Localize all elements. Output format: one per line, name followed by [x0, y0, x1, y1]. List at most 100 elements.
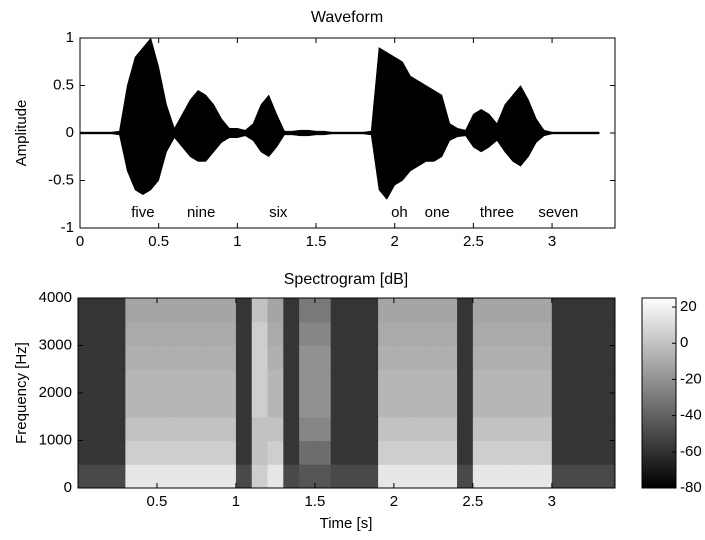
spectrogram-cell: [472, 345, 490, 370]
x-tick-label: 1: [233, 233, 241, 250]
spectrogram-cell: [409, 440, 426, 465]
spectrogram-cell: [520, 369, 537, 394]
spectrogram-cell: [141, 440, 158, 465]
spectrogram-cell: [551, 369, 569, 394]
spectrogram-cell: [267, 298, 284, 323]
spectrogram-cell: [330, 345, 347, 370]
spectrogram-cell: [283, 416, 300, 441]
spectrogram-cell: [235, 321, 253, 346]
spectrogram-cell: [504, 298, 521, 323]
spectrogram-cell: [536, 393, 553, 418]
spectrogram-cell: [188, 369, 205, 394]
spectrogram-cell: [267, 321, 284, 346]
spectrogram-cell: [204, 393, 221, 418]
spectrogram-cell: [346, 416, 363, 441]
spectrogram-cell: [551, 345, 569, 370]
y-tick-label: 1000: [39, 431, 72, 448]
word-label: oh: [391, 204, 408, 221]
spectrogram-cell: [156, 393, 174, 418]
spectrogram-cell: [235, 440, 253, 465]
spectrogram-cell: [472, 440, 490, 465]
y-tick-label: 4000: [39, 289, 72, 306]
spectrogram-cell: [314, 345, 332, 370]
spectrogram-cell: [220, 298, 237, 323]
spectrogram-cell: [109, 321, 126, 346]
spectrogram-cell: [78, 393, 95, 418]
spectrogram-cell: [172, 416, 190, 441]
spectrogram-cell: [172, 393, 190, 418]
spectrogram-cell: [314, 369, 332, 394]
spectrogram-cell: [425, 393, 442, 418]
spectrogram-cell: [93, 369, 111, 394]
spectrogram-cell: [393, 321, 411, 346]
waveform-envelope: [79, 132, 600, 200]
spectrogram-cell: [188, 464, 205, 489]
spectrogram-cell: [425, 321, 442, 346]
spectrogram-cell: [78, 416, 95, 441]
spectrogram-cell: [425, 464, 442, 489]
spectrogram-cell: [109, 298, 126, 323]
spectrogram-cell: [378, 321, 395, 346]
spectrogram-cell: [583, 321, 600, 346]
spectrogram-cell: [599, 345, 616, 370]
spectrogram-cell: [283, 369, 300, 394]
spectrogram-cell: [93, 321, 111, 346]
spectrogram-cell: [583, 393, 600, 418]
x-tick-label: 2.5: [462, 493, 483, 510]
spectrogram-cell: [393, 345, 411, 370]
spectrogram-cell: [220, 464, 237, 489]
spectrogram-cell: [441, 440, 458, 465]
spectrogram-cell: [378, 416, 395, 441]
spectrogram-cell: [330, 369, 347, 394]
y-tick-label: 0.5: [53, 76, 74, 93]
waveform-envelope: [79, 37, 600, 134]
spectrogram-cell: [567, 298, 584, 323]
spectrogram-cell: [583, 416, 600, 441]
spectrogram-cell: [314, 416, 332, 441]
spectrogram-cell: [393, 298, 411, 323]
spectrogram-cell: [488, 369, 505, 394]
colorbar-tick-label: 20: [680, 298, 697, 315]
colorbar: [641, 297, 677, 489]
spectrogram-cell: [378, 464, 395, 489]
spectrogram-cell: [583, 345, 600, 370]
spectrogram-cell: [330, 321, 347, 346]
spectrogram-cell: [188, 440, 205, 465]
spectrogram-cell: [583, 298, 600, 323]
x-tick-label: 2: [391, 233, 399, 250]
spectrogram-cell: [567, 416, 584, 441]
spectrogram-cell: [299, 369, 316, 394]
spectrogram-cell: [109, 440, 126, 465]
spectrogram-cell: [267, 393, 284, 418]
spectrogram-cell: [283, 321, 300, 346]
spectrogram-cell: [125, 369, 142, 394]
spectrogram-cell: [425, 345, 442, 370]
spectrogram-cell: [172, 345, 190, 370]
word-label: one: [425, 204, 450, 221]
spectrogram-cell: [504, 464, 521, 489]
y-tick-label: -1: [61, 219, 74, 236]
spectrogram-cell: [362, 440, 379, 465]
spectrogram-cell: [330, 440, 347, 465]
spectrogram-cell: [93, 345, 111, 370]
spectrogram-cell: [156, 321, 174, 346]
spectrogram-cell: [141, 298, 158, 323]
spectrogram-cell: [488, 321, 505, 346]
spectrogram-cell: [299, 321, 316, 346]
spectrogram-cell: [188, 345, 205, 370]
colorbar-tick-label: -80: [680, 479, 702, 496]
spectrogram-cell: [599, 464, 616, 489]
spectrogram-cell: [599, 393, 616, 418]
spectrogram-cell: [204, 321, 221, 346]
spectrogram-cell: [378, 298, 395, 323]
spectrogram-cell: [457, 345, 474, 370]
spectrogram-cell: [567, 464, 584, 489]
spectrogram-cell: [188, 321, 205, 346]
spectrogram-cell: [346, 369, 363, 394]
spectrogram-cell: [299, 298, 316, 323]
spectrogram-cell: [299, 464, 316, 489]
spectrogram-cell: [188, 298, 205, 323]
spectrogram-cell: [520, 298, 537, 323]
spectrogram-cell: [78, 369, 95, 394]
spectrogram-cell: [457, 440, 474, 465]
